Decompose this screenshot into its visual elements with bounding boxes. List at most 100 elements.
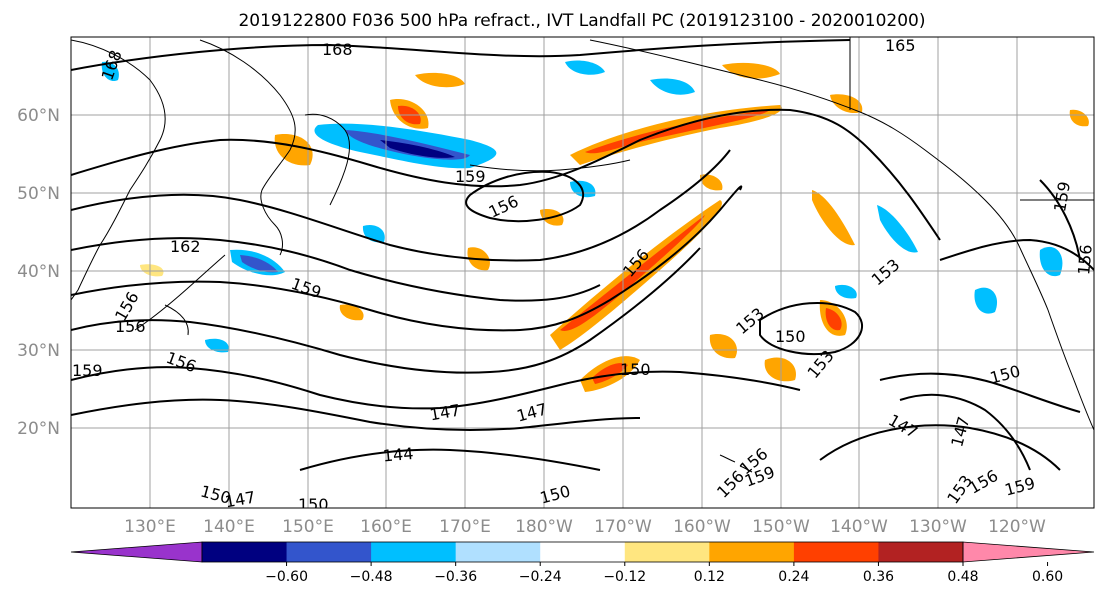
contour-line [759, 302, 864, 355]
lon-label: 130°W [909, 517, 967, 537]
colorbar-tick-label: 0.60 [1032, 569, 1063, 585]
positive-shading [560, 215, 705, 331]
lat-label: 30°N [17, 341, 60, 361]
negative-shading [565, 60, 605, 75]
positive-shading [812, 190, 855, 246]
contour-line [71, 185, 743, 332]
colorbar-tick-label: −0.24 [519, 569, 562, 585]
colorbar-tick-label: 0.36 [863, 569, 894, 585]
contour-label: 162 [170, 237, 201, 256]
negative-shading [974, 287, 998, 314]
positive-shading [415, 72, 465, 88]
lat-label: 60°N [17, 106, 60, 126]
colorbar-segment [202, 542, 288, 562]
lat-labels: 60°N 50°N 40°N 30°N 20°N [17, 106, 60, 439]
colorbar-tick-label: −0.36 [434, 569, 477, 585]
asia-coast [71, 39, 166, 301]
lat-label: 50°N [17, 184, 60, 204]
colorbar-tick-label: 0.48 [947, 569, 978, 585]
lon-label: 140°E [203, 517, 255, 537]
contour-line [71, 398, 641, 431]
graticule [71, 37, 1094, 508]
contour-line [71, 108, 941, 241]
contour-line [299, 448, 601, 471]
lon-label: 140°W [830, 517, 888, 537]
negative-shading [1039, 246, 1063, 277]
colorbar-tick-label: 0.12 [694, 569, 725, 585]
positive-shading [1069, 109, 1089, 127]
contour-label: 144 [382, 444, 414, 466]
lon-label: 150°W [752, 517, 810, 537]
positive-shading [592, 363, 628, 384]
lon-label: 160°W [673, 517, 731, 537]
positive-shading [709, 334, 738, 359]
lon-label: 150°E [282, 517, 334, 537]
contour-line [71, 366, 801, 410]
contour-label: 150 [775, 327, 806, 346]
positive-shading [339, 304, 364, 321]
colorbar-tick-label: −0.60 [265, 569, 308, 585]
lon-label: 180°W [515, 517, 573, 537]
negative-shading [240, 255, 278, 273]
lat-label: 40°N [17, 262, 60, 282]
contour-label: 150 [620, 360, 651, 379]
negative-shading [877, 205, 918, 253]
positive-shading [700, 174, 723, 191]
contour-label: 159 [455, 167, 486, 186]
lat-label: 20°N [17, 419, 60, 439]
negative-shading [650, 78, 695, 95]
colorbar-extend-high [962, 541, 1095, 563]
map-frame [70, 36, 1095, 509]
positive-shading [140, 264, 164, 277]
lon-label: 130°E [124, 517, 176, 537]
alaska-coast [589, 39, 1021, 249]
colorbar-segment [624, 542, 710, 562]
contour-line [71, 237, 601, 302]
contour-line [899, 393, 1031, 471]
colorbar-segment [709, 542, 795, 562]
contour-label: 147 [223, 487, 256, 511]
colorbar-segment [793, 542, 879, 562]
negative-shading [101, 61, 119, 82]
map-panel: 168 168 165 159 156 162 159 156 156 156 … [71, 36, 1096, 514]
positive-shading [585, 110, 770, 154]
map-title: 2019122800 F036 500 hPa refract., IVT La… [238, 11, 925, 31]
colorbar-tick-label: 0.24 [778, 569, 809, 585]
colorbar-tick-label: −0.48 [350, 569, 393, 585]
positive-shading [764, 357, 796, 382]
na-coast [1019, 247, 1094, 431]
lon-label: 160°E [360, 517, 412, 537]
kamchatka-coast [199, 39, 296, 256]
contour-label: 156 [115, 317, 146, 336]
contour-line [71, 149, 731, 262]
colorbar-tick-label: −0.12 [603, 569, 646, 585]
lon-label: 170°E [439, 517, 491, 537]
negative-shading [835, 284, 857, 299]
contour-label: 165 [885, 36, 916, 55]
lon-label: 170°W [594, 517, 652, 537]
colorbar-segment [455, 542, 541, 562]
colorbar-segment [878, 542, 964, 562]
colorbar-segment [371, 542, 457, 562]
colorbar-frame [201, 541, 964, 563]
contour-label: 150 [298, 495, 329, 514]
contour-line [465, 170, 585, 223]
contour-label: 159 [72, 361, 103, 380]
colorbar: −0.60 −0.48 −0.36 −0.24 −0.12 0.12 0.24 0.36 0.4… [70, 541, 1095, 585]
colorbar-extend-low [70, 541, 203, 563]
contour-line [71, 247, 701, 374]
contour-label: 168 [322, 40, 353, 59]
contours [71, 39, 1094, 471]
contour-line [1039, 179, 1081, 261]
contour-label: 156 [1074, 244, 1096, 276]
hawaii-islands [719, 454, 753, 473]
lon-label: 120°W [988, 517, 1046, 537]
contour-line [819, 424, 1061, 471]
colorbar-segment [286, 542, 372, 562]
okhotsk-coast [304, 113, 350, 206]
colorbar-segment [540, 542, 626, 562]
negative-shading [380, 140, 455, 158]
positive-shading [722, 62, 780, 79]
positive-shading [830, 94, 863, 114]
